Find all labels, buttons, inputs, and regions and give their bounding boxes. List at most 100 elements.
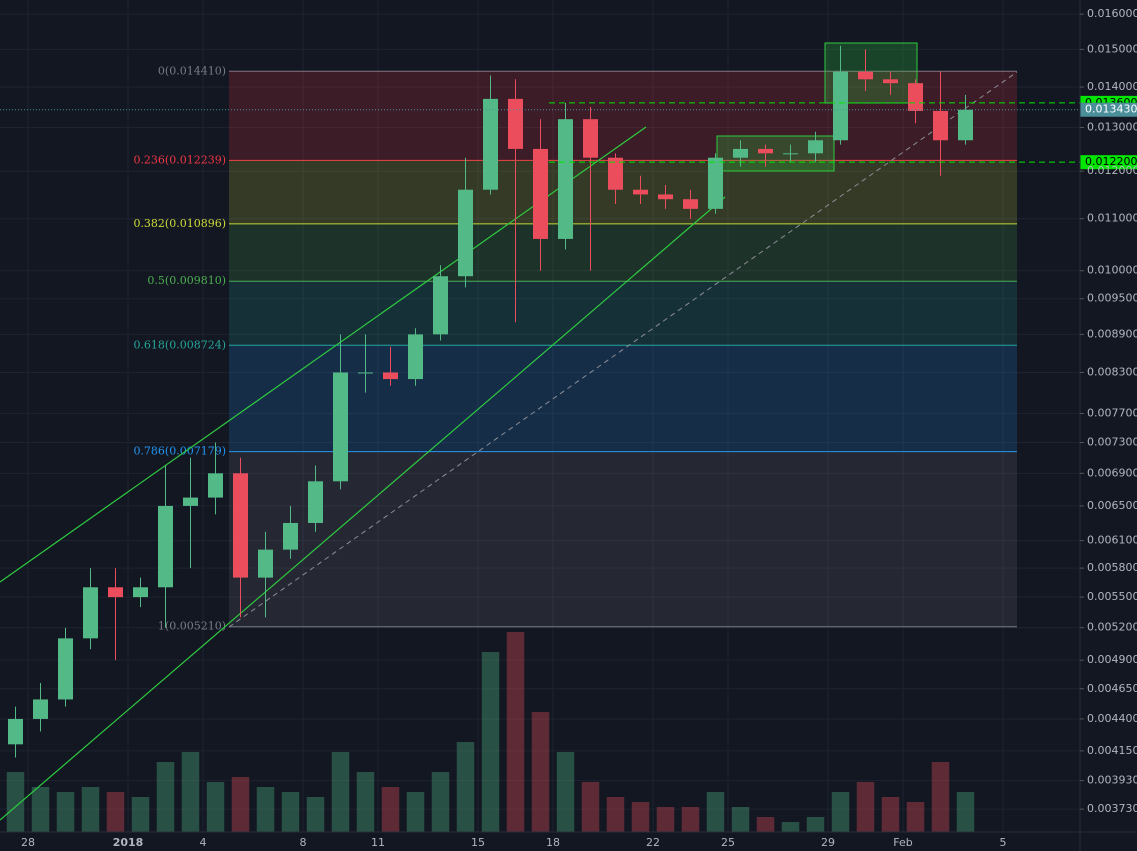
price-tag (1080, 102, 1137, 117)
volume-bar (381, 787, 400, 832)
y-tick-label: 0.004400 (1087, 712, 1137, 725)
volume-bar (106, 792, 125, 832)
x-tick-label: 11 (371, 836, 385, 849)
fib-label: 0.236(0.012239) (133, 153, 226, 166)
x-tick-label: 28 (21, 836, 35, 849)
y-tick-label: 0.009500 (1087, 292, 1137, 305)
volume-bar (731, 807, 750, 832)
candle-body (508, 98, 523, 149)
price-tag (1080, 155, 1137, 170)
candle-body (358, 372, 373, 374)
x-tick-label: 25 (721, 836, 735, 849)
fibonacci-retracement: 0(0.014410) 0.236(0.012239) 0.382(0.010896… (133, 64, 1017, 633)
candle-body (933, 110, 948, 141)
x-tick-label: 4 (200, 836, 207, 849)
candle-body (583, 119, 598, 158)
candle-body (433, 276, 448, 335)
y-tick-label: 0.004900 (1087, 653, 1137, 666)
volume-bar (581, 782, 600, 832)
candle-body (133, 587, 148, 598)
candle-body (483, 98, 498, 190)
candle-body (908, 83, 923, 111)
y-tick-label: 0.007300 (1087, 436, 1137, 449)
candle-body (8, 718, 23, 745)
volume-bar (606, 797, 625, 832)
volume-bar (6, 772, 25, 832)
candle-body (683, 199, 698, 209)
fib-label: 0.618(0.008724) (133, 338, 226, 351)
candle-body (458, 189, 473, 277)
candle-body (758, 148, 773, 154)
y-tick-label: 0.005800 (1087, 561, 1137, 574)
candle-body (783, 153, 798, 155)
x-tick-label: 29 (821, 836, 835, 849)
volume-bar (556, 752, 575, 832)
candle-body (108, 587, 123, 598)
y-tick-label: 0.003730 (1087, 802, 1137, 815)
trend-line (228, 71, 1018, 628)
y-tick-label: 0.006900 (1087, 466, 1137, 479)
x-tick-label: 18 (546, 836, 560, 849)
volume (6, 632, 975, 832)
volume-bar (781, 822, 800, 832)
y-tick-label: 0.007700 (1087, 406, 1137, 419)
fib-label: 0.786(0.007179) (133, 445, 226, 458)
trend-line (0, 196, 726, 821)
price-tag-label: 0.013430 (1085, 103, 1137, 116)
candle-body (33, 699, 48, 719)
x-tick-label: 5 (1000, 836, 1007, 849)
volume-bar (56, 792, 75, 832)
y-tick-label: 0.004150 (1087, 744, 1137, 757)
fib-label: 1(0.005210) (158, 620, 226, 633)
candle-body (333, 372, 348, 482)
volume-bar (806, 817, 825, 832)
volume-bar (956, 792, 975, 832)
candle-body (183, 497, 198, 506)
x-tick-label: 22 (646, 836, 660, 849)
candle-body (158, 505, 173, 588)
volume-bar (931, 762, 950, 832)
volume-bar (656, 807, 675, 832)
candle-body (808, 140, 823, 154)
y-tick-label: 0.013000 (1087, 121, 1137, 134)
volume-bar (631, 802, 650, 832)
x-tick-label: 15 (471, 836, 485, 849)
fib-label: 0.5(0.009810) (147, 274, 226, 287)
candle-body (283, 522, 298, 550)
x-tick-label: Feb (893, 836, 912, 849)
candle-body (83, 587, 98, 639)
candle-body (633, 189, 648, 195)
y-tick-label: 0.012000 (1087, 164, 1137, 177)
x-tick-label: 8 (300, 836, 307, 849)
volume-bar (281, 792, 300, 832)
fib-zone (229, 451, 1017, 627)
y-tick-label: 0.006100 (1087, 534, 1137, 547)
candle-body (383, 372, 398, 380)
x-tick-label: 2018 (113, 836, 144, 849)
volume-bar (331, 752, 350, 832)
volume-bar (456, 742, 475, 832)
volume-bar (431, 772, 450, 832)
grid (0, 0, 1080, 832)
y-tick-label: 0.008900 (1087, 327, 1137, 340)
volume-bar (506, 632, 525, 832)
volume-bar (256, 787, 275, 832)
volume-bar (156, 762, 175, 832)
y-tick-label: 0.008300 (1087, 365, 1137, 378)
y-tick-label: 0.005200 (1087, 621, 1137, 634)
candle-body (258, 549, 273, 578)
fib-zone (229, 345, 1017, 452)
volume-bar (481, 652, 500, 832)
fib-label: 0.382(0.010896) (133, 217, 226, 230)
candle-body (883, 79, 898, 84)
fib-zone (229, 281, 1017, 346)
candles (8, 45, 973, 758)
volume-bar (356, 772, 375, 832)
volume-bar (881, 797, 900, 832)
volume-bar (131, 797, 150, 832)
y-tick-label: 0.004650 (1087, 682, 1137, 695)
y-tick-label: 0.015000 (1087, 42, 1137, 55)
